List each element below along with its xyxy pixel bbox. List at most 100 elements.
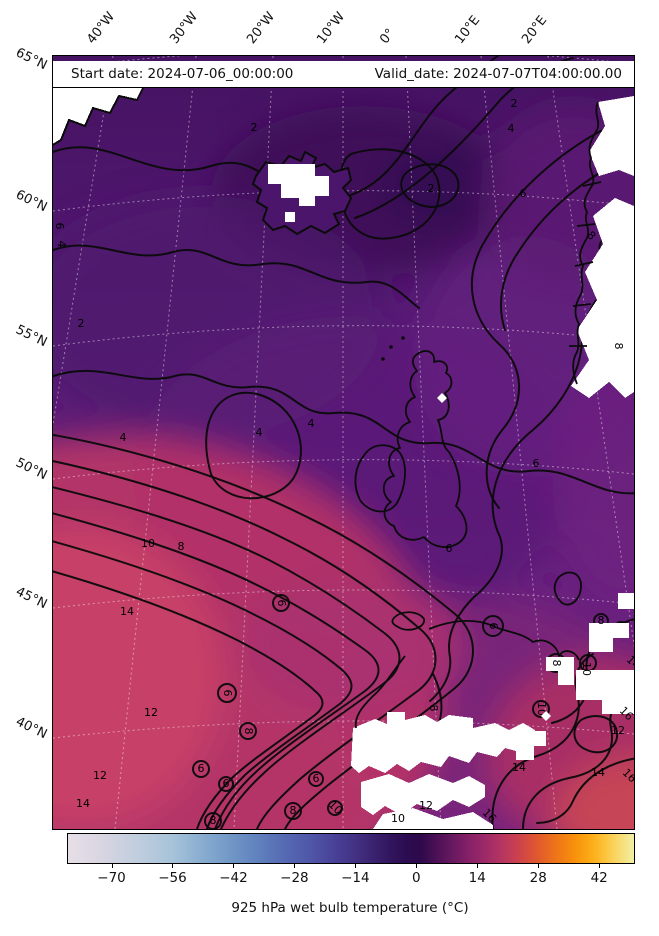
- station-diamond-marker: [541, 711, 551, 721]
- lat-tick-label: 60°N: [13, 187, 50, 216]
- lon-tick-label: 30°W: [167, 9, 202, 48]
- station-diamond-marker: [437, 393, 447, 403]
- contour-label: 8: [598, 614, 605, 627]
- start-date-label: Start date: 2024-07-06_00:00:00: [71, 66, 294, 82]
- colorbar-tick-label: 14: [468, 870, 486, 886]
- contour-label: 8: [290, 804, 297, 817]
- field-shading: [53, 106, 634, 829]
- contour-label: 8: [550, 660, 563, 667]
- alps-mask-1: [618, 593, 634, 609]
- norway-fjords: [569, 181, 602, 347]
- iceland-icecap-mask-2: [285, 212, 295, 222]
- greenland-mask: [53, 83, 147, 146]
- alps-mask-4: [546, 657, 574, 685]
- lat-tick-label: 50°N: [13, 455, 50, 484]
- map-title-bar: Start date: 2024-07-06_00:00:00 Valid_da…: [53, 61, 634, 88]
- scottish-isle: [381, 357, 385, 361]
- contour-label: 8: [242, 728, 255, 735]
- colorbar: [67, 833, 635, 864]
- contour-label: 6: [520, 187, 527, 200]
- colorbar-tick-mark: [355, 864, 357, 868]
- contour-label: 4: [55, 241, 68, 248]
- contour-label: 12: [419, 799, 433, 812]
- contour-label: 2: [78, 317, 85, 330]
- contour-label: 4: [508, 122, 515, 135]
- contour-label: 8: [612, 343, 625, 350]
- map-area: 2 2 2 4 6 2 6 4 4 4 4 8 8 6 6 10 8 14 12 12 14 6 6 6 6 8 8 6 8 10 6 8 10…: [52, 55, 635, 830]
- colorbar-tick-mark: [233, 864, 235, 868]
- brittany-coastline: [391, 611, 425, 631]
- coastlines: [354, 101, 602, 729]
- colorbar-label: 925 hPa wet bulb temperature (°C): [231, 900, 469, 916]
- massif-pyrenees-mask: [351, 712, 535, 773]
- colorbar-ticks: −70 −56 −42 −28 −14 0 14 28 42: [68, 864, 634, 894]
- contour-label: 12: [611, 724, 625, 737]
- contour-label: 2: [428, 182, 435, 195]
- lat-tick-label: 40°N: [13, 714, 50, 743]
- lon-tick-label: 20°E: [519, 13, 551, 47]
- lat-tick-label: 65°N: [13, 45, 50, 74]
- contour-label: 6: [533, 457, 540, 470]
- scottish-isle: [401, 336, 405, 340]
- colorbar-tick-label: 0: [412, 870, 421, 886]
- channel-coastline: [428, 620, 580, 661]
- colorbar-tick-mark: [294, 864, 296, 868]
- colorbar-tick-mark: [477, 864, 479, 868]
- terrain-mask: [53, 83, 634, 829]
- iberia-mask-2: [373, 808, 493, 829]
- contour-label: 6: [487, 623, 500, 630]
- contour-label: 6: [446, 542, 453, 555]
- contour-label: 12: [144, 706, 158, 719]
- contour-label: 14: [120, 605, 134, 618]
- lon-tick-label: 0°: [377, 26, 399, 47]
- colorbar-tick-label: −42: [219, 870, 248, 886]
- colorbar-tick-label: 28: [529, 870, 547, 886]
- contour-label: 14: [512, 761, 526, 774]
- valid-date-label: Valid_date: 2024-07-07T04:00:00.00: [374, 66, 622, 82]
- colorbar-tick-mark: [172, 864, 174, 868]
- iceland-icecap-mask: [268, 164, 329, 206]
- lon-tick-label: 10°W: [314, 9, 349, 48]
- contour-label: 6: [221, 690, 234, 697]
- contour-label: 14: [624, 653, 634, 672]
- norway-mountains-mask-2: [571, 198, 634, 398]
- colorbar-tick-mark: [538, 864, 540, 868]
- colorbar-tick-label: −70: [97, 870, 126, 886]
- colorbar-tick-label: −14: [341, 870, 370, 886]
- contour-label: 6: [223, 777, 230, 790]
- contour-label: 10: [580, 662, 593, 676]
- lat-tick-label: 55°N: [13, 322, 50, 351]
- contour-label: 4: [120, 431, 127, 444]
- colorbar-tick-label: −28: [280, 870, 309, 886]
- contour-label: 10: [141, 537, 155, 550]
- alps-mask-3: [576, 670, 634, 714]
- scottish-isle: [389, 345, 393, 349]
- alps-mask-2: [589, 623, 629, 652]
- contour-label: 14: [591, 766, 605, 779]
- lat-tick-label: 45°N: [13, 584, 50, 613]
- station-diamond-marker: [453, 733, 463, 743]
- contour-label: 8: [427, 705, 440, 712]
- norway-coastline: [572, 101, 600, 385]
- contour-label: 4: [308, 417, 315, 430]
- norway-mountains-mask: [589, 96, 634, 176]
- contour-label: 2: [251, 121, 258, 134]
- wet-bulb-map: 2 2 2 4 6 2 6 4 4 4 4 8 8 6 6 10 8 14 12 12 14 6 6 6 6 8 8 6 8 10 6 8 10…: [53, 56, 634, 829]
- contour-label: 2: [511, 97, 518, 110]
- contour-label: 6: [313, 772, 320, 785]
- alps-west-mask: [516, 731, 546, 760]
- contour-label: 10: [391, 812, 405, 825]
- colorbar-tick-mark: [111, 864, 113, 868]
- contour-label: 6: [53, 223, 66, 230]
- colorbar-tick-label: 42: [590, 870, 608, 886]
- colorbar-tick-mark: [599, 864, 601, 868]
- contour-label: 6: [275, 600, 288, 607]
- contour-label: 4: [256, 426, 263, 439]
- contour-labels: 2 2 2 4 6 2 6 4 4 4 4 8 8 6 6 10 8 14 12 12 14 6 6 6 6 8 8 6 8 10 6 8 10…: [53, 97, 634, 827]
- contour-label: 12: [93, 769, 107, 782]
- contour-label: 14: [76, 797, 90, 810]
- colorbar-tick-label: −56: [158, 870, 187, 886]
- iberia-mask: [361, 774, 485, 815]
- contour-label: 6: [198, 762, 205, 775]
